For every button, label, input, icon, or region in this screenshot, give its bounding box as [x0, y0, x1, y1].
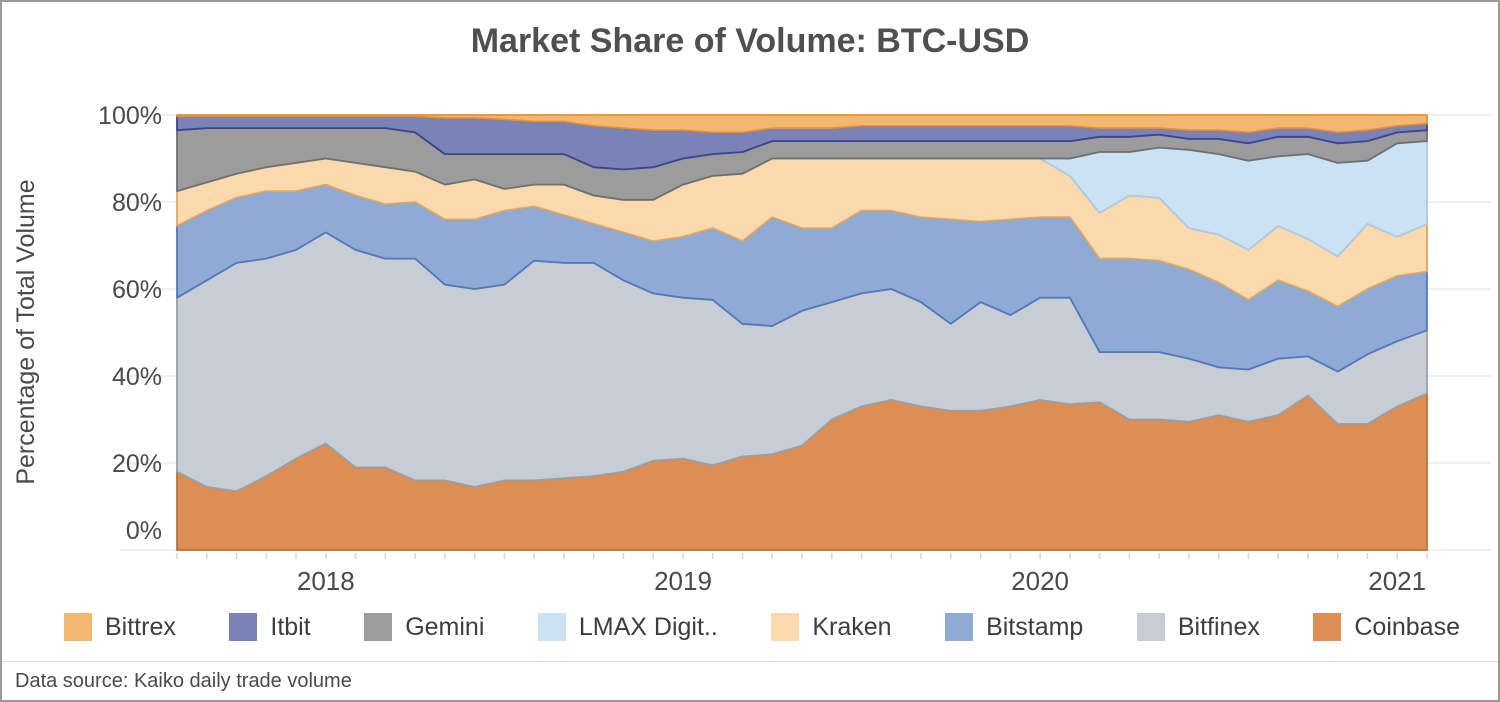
legend-item-lmax-digital: LMAX Digit..: [537, 612, 718, 642]
y-tick-label-0%: 0%: [126, 517, 162, 545]
y-axis-title: Percentage of Total Volume: [12, 179, 40, 484]
y-tick-label-80%: 80%: [112, 189, 162, 217]
x-tick-label-2020: 2020: [1011, 566, 1069, 596]
legend-swatch-kraken: [771, 613, 800, 641]
legend-swatch-gemini: [364, 613, 393, 641]
stacked-area-chart: 0% 20% 40% 60% 80% 100% 2018 2019 2020 2021 Percen…: [12, 102, 1491, 596]
x-tick-label-2021: 2021: [1368, 566, 1426, 596]
legend-label-bitstamp: Bitstamp: [986, 612, 1084, 641]
source-row: Data source: Kaiko daily trade volume: [2, 661, 1498, 700]
y-tick-label-40%: 40%: [112, 363, 162, 391]
legend-label-itbit: Itbit: [270, 612, 311, 641]
legend-swatch-itbit: [229, 613, 258, 641]
x-tick-label-2019: 2019: [654, 566, 712, 596]
legend-label-bittrex: Bittrex: [105, 612, 176, 641]
legend-swatch-bitstamp: [945, 613, 974, 641]
legend-item-bittrex: Bittrex: [64, 613, 176, 642]
x-tick-label-2018: 2018: [297, 566, 355, 596]
legend-swatch-bitfinex: [1136, 613, 1165, 641]
legend-item-itbit: Itbit: [229, 612, 311, 642]
legend-item-kraken: Kraken: [771, 612, 892, 642]
legend-label-lmax-digital: LMAX Digit..: [578, 612, 718, 641]
source-note: Data source: Kaiko daily trade volume: [15, 669, 352, 692]
legend-label-coinbase: Coinbase: [1354, 612, 1460, 641]
legend-item-bitfinex: Bitfinex: [1136, 612, 1260, 642]
legend-item-coinbase: Coinbase: [1313, 613, 1460, 642]
legend-swatch-lmax-digital: [537, 613, 566, 641]
legend: Bittrex Itbit Gemini LMAX Digit.. Kraken Bits…: [2, 610, 1498, 644]
legend-swatch-coinbase: [1313, 613, 1342, 641]
legend-item-gemini: Gemini: [364, 613, 484, 642]
chart-title: Market Share of Volume: BTC-USD: [470, 22, 1030, 60]
legend-label-gemini: Gemini: [405, 612, 485, 641]
legend-label-kraken: Kraken: [812, 612, 892, 641]
legend-item-bitstamp: Bitstamp: [945, 613, 1083, 642]
y-tick-label-60%: 60%: [112, 276, 162, 304]
y-tick-label-20%: 20%: [112, 450, 162, 478]
legend-label-bitfinex: Bitfinex: [1177, 612, 1260, 641]
area-bittrex: [176, 114, 1428, 134]
y-tick-label-100%: 100%: [98, 102, 162, 130]
legend-swatch-bittrex: [64, 613, 92, 641]
